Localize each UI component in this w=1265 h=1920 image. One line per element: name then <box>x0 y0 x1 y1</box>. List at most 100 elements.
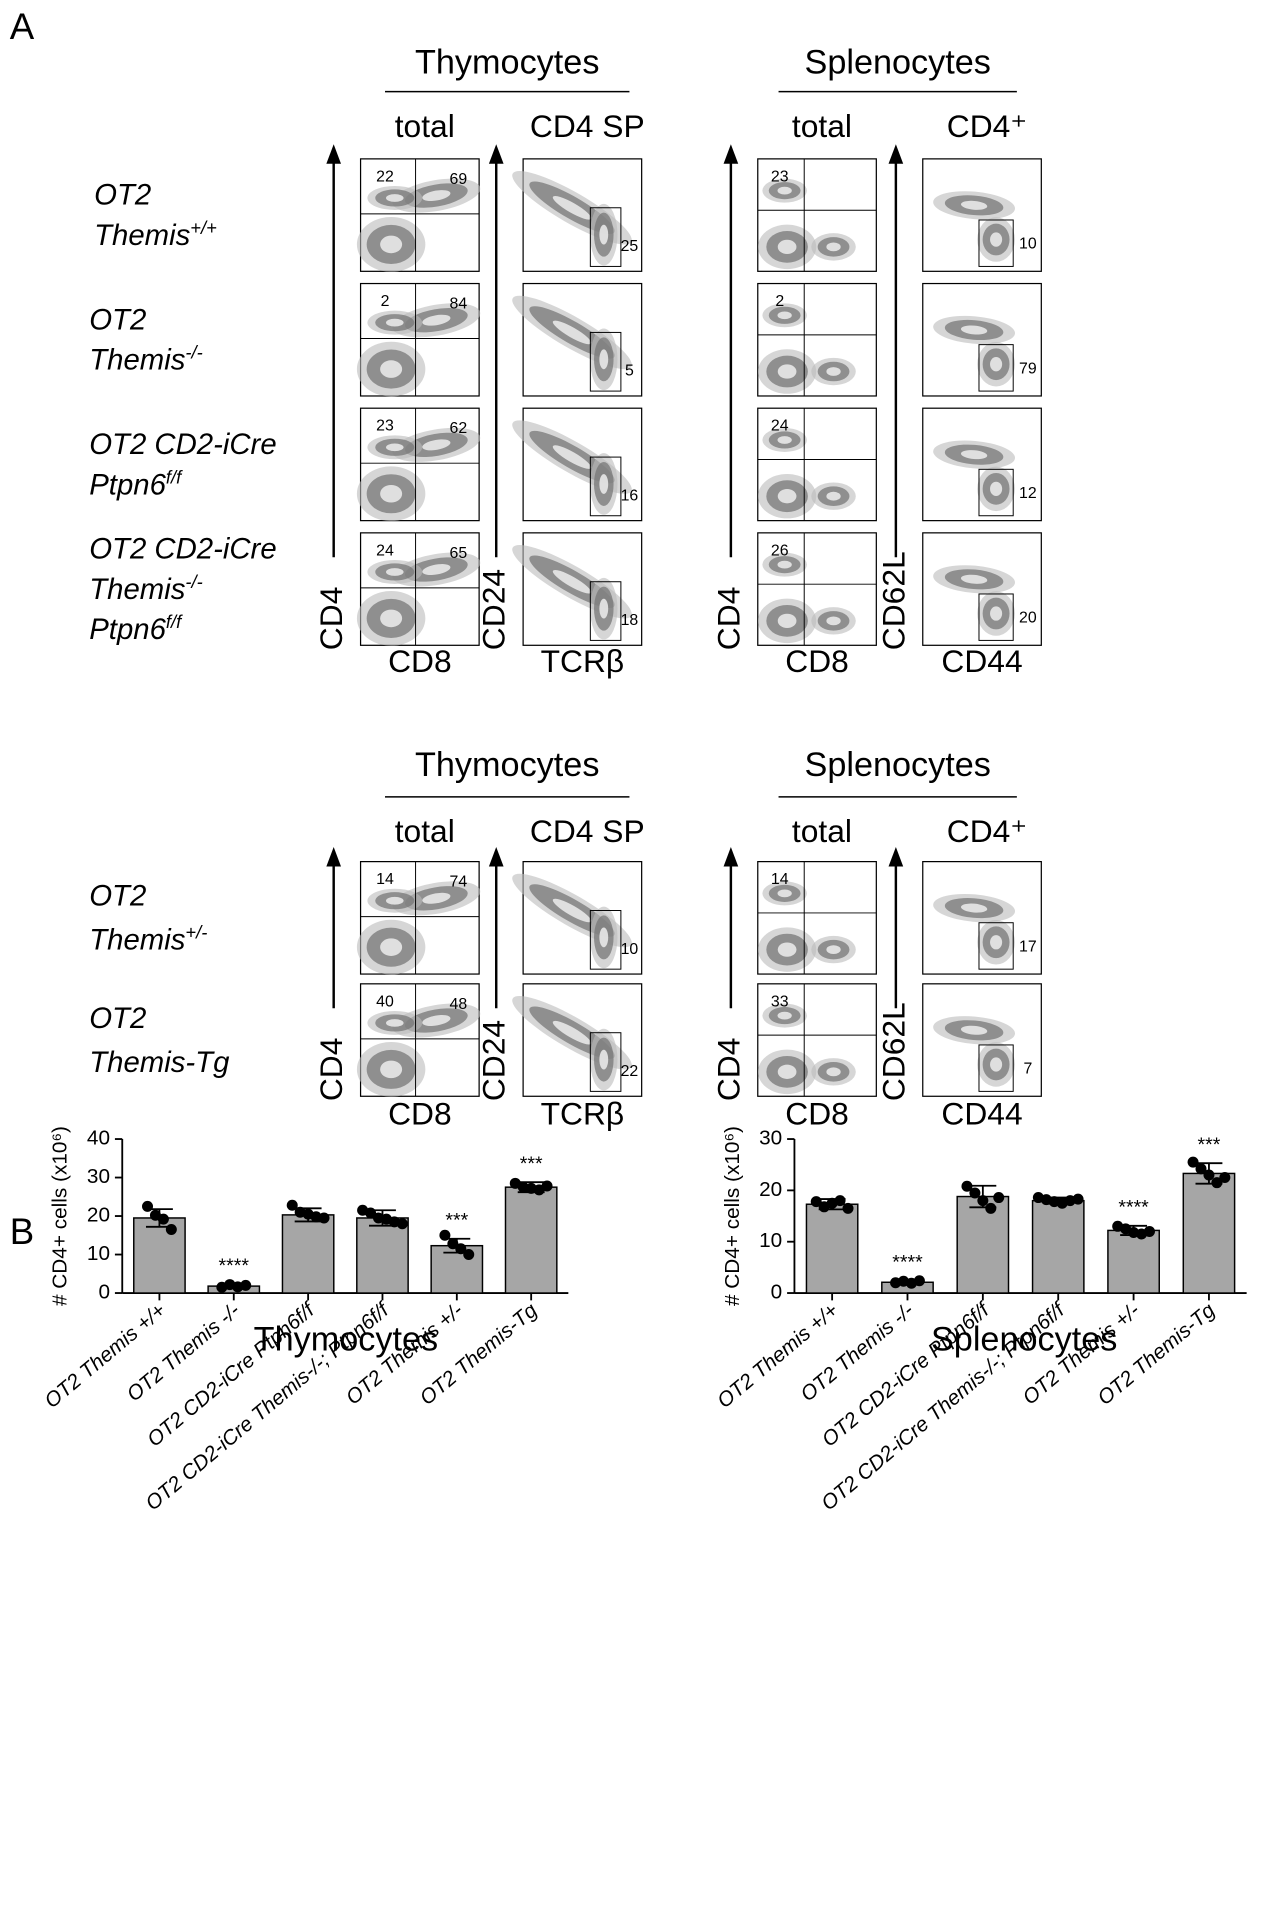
cell-cloud <box>552 445 592 469</box>
gate-percent: 17 <box>1019 938 1037 955</box>
cell-cloud <box>777 489 797 504</box>
data-point <box>810 1196 822 1208</box>
data-point <box>157 1213 169 1225</box>
cell-cloud <box>599 349 609 370</box>
bar <box>805 1203 859 1294</box>
cell-cloud <box>777 364 797 379</box>
x-axis-label: TCRβ <box>541 643 625 679</box>
gate-box <box>589 1032 622 1092</box>
data-point <box>318 1212 330 1224</box>
cell-cloud <box>960 574 988 584</box>
data-point <box>977 1195 989 1207</box>
data-point <box>842 1202 854 1214</box>
cell-cloud <box>385 194 404 202</box>
flow-plot: 7 <box>922 983 1042 1097</box>
gate-percent: 24 <box>376 542 394 559</box>
cell-cloud <box>826 367 841 376</box>
bar <box>281 1214 335 1294</box>
cell-cloud <box>422 1015 451 1026</box>
row-label-text: Themis <box>89 344 185 377</box>
row-label-text: Ptpn6 <box>89 613 166 646</box>
flow-plot: 23 62 <box>356 407 481 522</box>
cell-cloud <box>552 320 592 345</box>
bar <box>504 1186 558 1294</box>
cell-cloud <box>960 450 988 460</box>
data-point <box>1072 1193 1084 1205</box>
gate-percent: 2 <box>775 293 784 310</box>
cell-cloud <box>960 1025 988 1035</box>
flow-plot: 20 <box>922 532 1042 646</box>
cell-cloud <box>380 609 403 628</box>
gate-box <box>589 910 622 970</box>
cell-cloud <box>422 892 451 904</box>
column-header: CD4⁺ <box>947 813 1027 849</box>
cell-cloud <box>777 1064 797 1079</box>
flow-plot: 17 <box>922 861 1042 975</box>
row-label-text: Themis <box>94 219 190 252</box>
bar <box>133 1217 186 1294</box>
bar <box>1031 1199 1085 1294</box>
bar <box>1107 1229 1160 1294</box>
cell-cloud <box>599 474 609 494</box>
arrow-head <box>723 144 739 164</box>
data-point <box>240 1279 252 1291</box>
row-label-text: OT2 <box>89 303 146 336</box>
significance: **** <box>892 1251 923 1273</box>
data-point <box>913 1275 925 1287</box>
gate-box <box>589 456 622 517</box>
gate-percent: 14 <box>771 871 789 888</box>
cell-cloud <box>385 443 404 452</box>
data-point <box>439 1229 451 1241</box>
flow-plot: 22 69 <box>356 158 481 272</box>
cell-cloud <box>826 945 841 955</box>
x-axis-label: CD8 <box>785 643 849 679</box>
data-point <box>1195 1163 1207 1175</box>
cell-cloud <box>422 190 451 202</box>
y-axis-label: CD4 <box>710 587 746 651</box>
flow-plot: 24 <box>757 407 877 522</box>
gate-percent: 69 <box>450 171 468 188</box>
row-label-sup: f/f <box>166 611 183 632</box>
gate-percent: 16 <box>621 487 639 504</box>
gate-percent: 84 <box>450 296 468 313</box>
x-axis-label: CD8 <box>785 1095 849 1131</box>
gate-percent: 23 <box>376 418 394 435</box>
cell-cloud <box>422 314 451 326</box>
column-header: CD4 SP <box>530 108 645 144</box>
row-label-text: OT2 <box>94 179 151 212</box>
x-tick-label: OT2 Themis +/+ <box>40 1299 170 1413</box>
data-point <box>142 1200 154 1212</box>
cell-cloud <box>990 606 1003 621</box>
row-label-text: OT2 CD2-iCre <box>89 428 276 461</box>
cell-cloud <box>385 568 404 576</box>
cell-cloud <box>826 616 841 626</box>
data-point <box>165 1224 177 1236</box>
cell-cloud <box>990 1057 1003 1072</box>
row-label-text: OT2 <box>89 1002 146 1035</box>
cell-cloud <box>960 200 988 210</box>
gate-percent: 33 <box>771 993 789 1010</box>
cell-cloud <box>385 896 404 905</box>
row-label: Themis+/+ <box>94 217 217 252</box>
group-header: Splenocytes <box>804 746 990 784</box>
y-axis-label: CD24 <box>476 1020 512 1101</box>
y-axis-label: CD62L <box>875 551 911 650</box>
gate-box <box>978 922 1014 970</box>
row-label-sup: +/- <box>185 922 207 943</box>
flow-plot: 24 65 <box>356 532 481 646</box>
cell-cloud <box>380 235 403 254</box>
x-axis-label: CD44 <box>941 1095 1022 1131</box>
cell-cloud <box>777 239 797 255</box>
arrow-head <box>723 846 739 867</box>
cell-cloud <box>385 318 404 327</box>
arrow-head <box>326 846 342 867</box>
data-point <box>1187 1156 1199 1168</box>
gate-percent: 74 <box>450 874 468 891</box>
row-label: Themis-Tg <box>89 1046 230 1079</box>
flow-plot: 40 48 <box>356 983 481 1097</box>
flow-plot: 14 <box>757 861 877 975</box>
gate-percent: 10 <box>621 941 639 958</box>
flow-plot: 12 <box>922 407 1042 522</box>
gate-percent: 7 <box>1023 1061 1032 1078</box>
cell-cloud <box>777 889 792 898</box>
